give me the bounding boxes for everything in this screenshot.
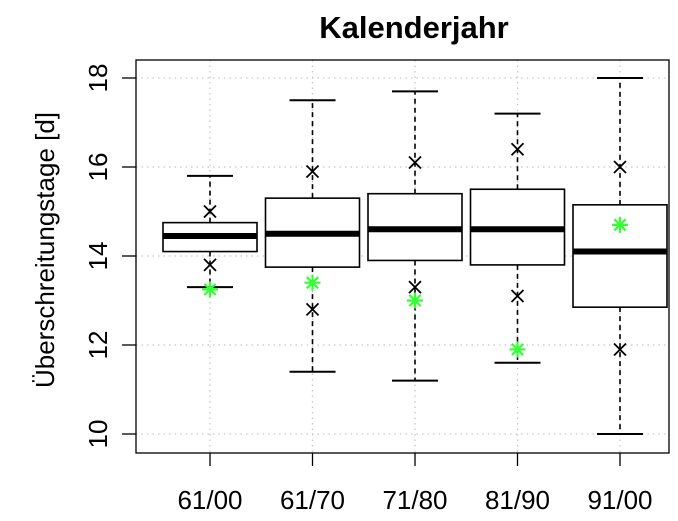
- star-marker: [509, 341, 526, 358]
- box-group: [162, 174, 258, 298]
- x-marker: [408, 280, 422, 294]
- x-marker: [408, 155, 422, 170]
- axis-layer: 10 12 14 16 18 61/00 61/70 71/80 81/90 91/00: [83, 64, 653, 515]
- box-group: [367, 90, 463, 382]
- star-marker: [407, 292, 423, 309]
- x-marker: [613, 160, 627, 174]
- y-tick-label: 18: [83, 64, 113, 93]
- box-group: [264, 99, 361, 373]
- x-tick-label: 71/80: [382, 485, 447, 515]
- x-marker: [613, 342, 627, 357]
- y-tick-label: 14: [83, 242, 113, 271]
- x-marker: [305, 164, 320, 179]
- y-axis-label: Überschreitungstage [d]: [30, 112, 60, 388]
- grid-layer: [136, 60, 669, 453]
- y-tick-label: 12: [83, 331, 113, 360]
- x-marker: [510, 142, 525, 156]
- x-marker: [203, 204, 217, 219]
- x-marker: [305, 302, 320, 317]
- star-marker: [202, 281, 218, 298]
- x-tick-label: 61/70: [280, 485, 345, 515]
- x-tick-label: 91/00: [587, 485, 652, 515]
- x-marker: [510, 289, 525, 303]
- plot-layer: [162, 77, 668, 435]
- y-tick-label: 10: [83, 420, 113, 449]
- star-marker: [304, 274, 321, 291]
- chart-title: Kalenderjahr: [319, 10, 509, 45]
- box-group: [572, 77, 668, 435]
- y-tick-label: 16: [83, 153, 113, 182]
- x-tick-label: 61/00: [177, 485, 242, 515]
- x-marker: [203, 258, 217, 272]
- star-marker: [612, 216, 628, 233]
- box-group: [469, 112, 566, 364]
- x-tick-label: 81/90: [485, 485, 550, 515]
